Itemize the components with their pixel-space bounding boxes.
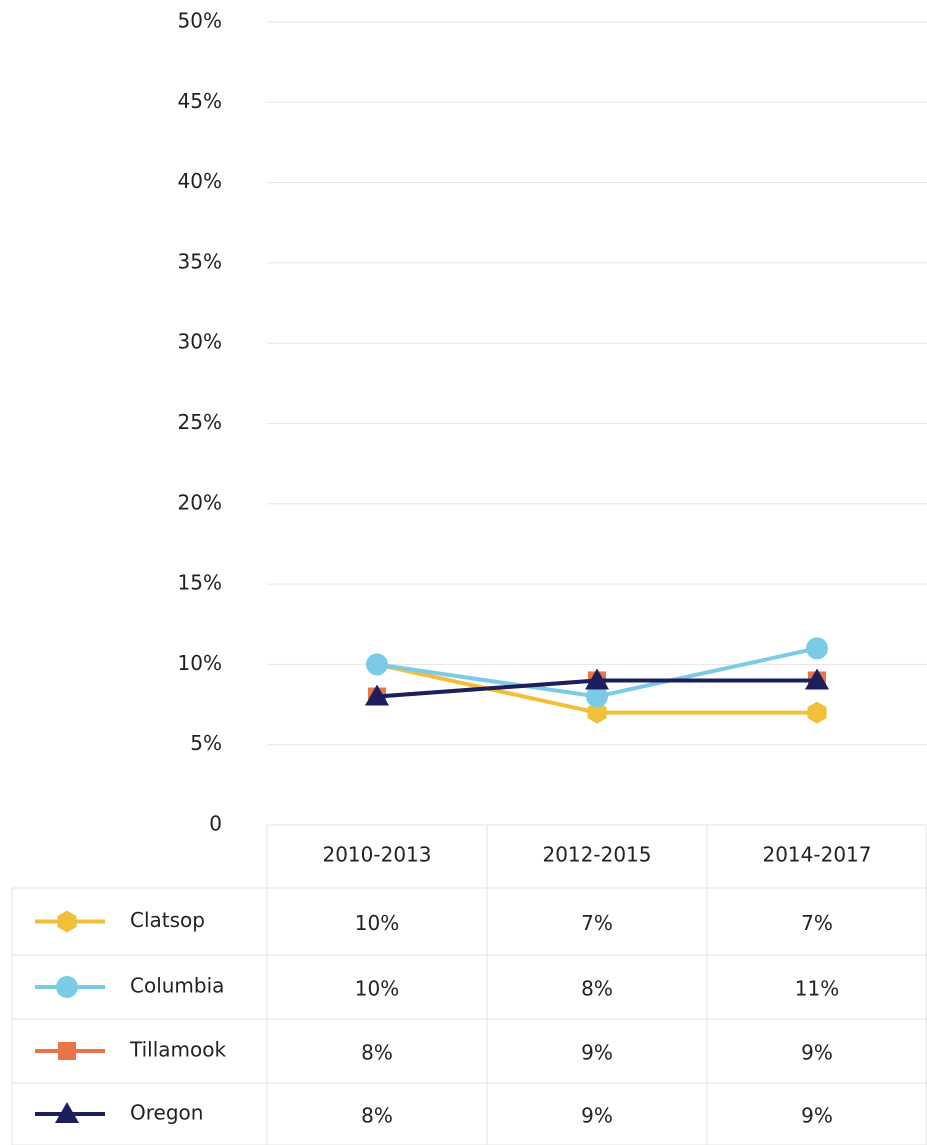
- legend-label: Oregon: [130, 1101, 203, 1125]
- table-cell: 9%: [801, 1041, 833, 1065]
- table-cell: 9%: [801, 1104, 833, 1128]
- data-point: [587, 701, 607, 724]
- data-point: [366, 653, 388, 676]
- table-cell: 9%: [581, 1104, 613, 1128]
- table-cell: 9%: [581, 1041, 613, 1065]
- x-tick-label: 2012-2015: [542, 843, 651, 867]
- y-tick-label: 45%: [178, 89, 222, 113]
- table-cell: 7%: [801, 911, 833, 935]
- table-cell: 7%: [581, 911, 613, 935]
- legend-marker: [56, 976, 78, 998]
- table-cell: 8%: [581, 977, 613, 1001]
- table-cell: 11%: [795, 977, 839, 1001]
- data-point: [807, 701, 827, 724]
- y-tick-label: 0: [209, 812, 222, 836]
- y-tick-label: 30%: [178, 330, 222, 354]
- y-tick-label: 15%: [178, 571, 222, 595]
- y-tick-label: 40%: [178, 169, 222, 193]
- table-cell: 10%: [355, 911, 399, 935]
- y-tick-label: 20%: [178, 490, 222, 514]
- legend-marker: [58, 1042, 76, 1060]
- data-point: [805, 668, 829, 690]
- legend-label: Columbia: [130, 974, 224, 998]
- legend-marker: [57, 910, 77, 933]
- y-tick-label: 35%: [178, 249, 222, 273]
- data-point: [586, 685, 608, 708]
- table-cell: 8%: [361, 1104, 393, 1128]
- legend-label: Tillamook: [129, 1038, 226, 1062]
- data-point: [585, 668, 609, 690]
- x-tick-label: 2010-2013: [322, 843, 431, 867]
- x-tick-label: 2014-2017: [762, 843, 871, 867]
- legend-marker: [55, 1102, 79, 1123]
- legend-label: Clatsop: [130, 908, 205, 932]
- y-tick-label: 10%: [178, 651, 222, 675]
- table-cell: 8%: [361, 1041, 393, 1065]
- y-tick-label: 50%: [178, 9, 222, 33]
- y-tick-label: 5%: [190, 731, 222, 755]
- data-point: [365, 684, 389, 706]
- table-cell: 10%: [355, 977, 399, 1001]
- y-tick-label: 25%: [178, 410, 222, 434]
- data-point: [806, 637, 828, 660]
